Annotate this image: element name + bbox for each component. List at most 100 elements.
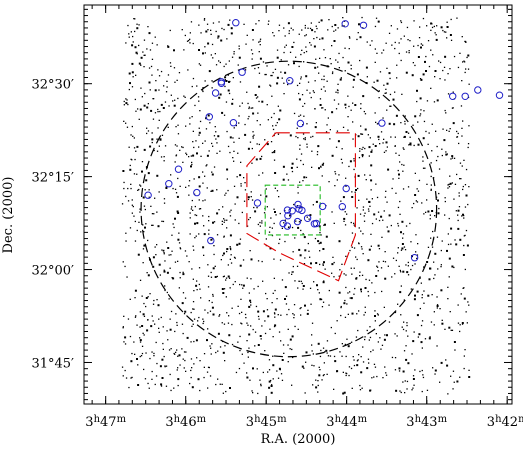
field-star	[271, 234, 274, 237]
field-star	[206, 164, 208, 166]
field-star	[342, 56, 344, 59]
field-star	[257, 315, 260, 318]
field-star	[298, 280, 300, 282]
field-star	[165, 91, 168, 93]
field-star	[322, 107, 324, 109]
field-star	[188, 194, 190, 196]
field-star	[166, 80, 168, 82]
field-star	[405, 225, 408, 227]
field-star	[189, 212, 191, 214]
field-star	[260, 383, 262, 385]
field-star	[155, 341, 157, 344]
field-star	[141, 345, 144, 347]
field-star	[304, 35, 306, 37]
field-star	[321, 379, 323, 381]
field-star	[424, 338, 427, 340]
field-star	[139, 184, 141, 186]
field-star	[257, 310, 260, 313]
field-star	[353, 160, 355, 162]
field-star	[369, 326, 371, 328]
field-star	[156, 211, 158, 213]
field-star	[422, 44, 424, 46]
field-star	[273, 208, 275, 210]
field-star	[427, 246, 430, 248]
field-star	[338, 174, 340, 176]
field-star	[204, 199, 206, 201]
field-star	[304, 249, 307, 252]
field-star	[464, 184, 467, 186]
field-star	[139, 355, 141, 358]
field-star	[305, 361, 307, 363]
field-star	[131, 71, 134, 74]
field-star	[270, 217, 272, 219]
field-star	[386, 82, 389, 85]
field-star	[140, 87, 142, 89]
field-star	[269, 84, 271, 86]
field-star	[412, 387, 414, 389]
field-star	[467, 203, 469, 206]
field-star	[217, 37, 219, 39]
field-star	[382, 117, 384, 119]
field-star	[399, 291, 402, 294]
marked-source	[238, 68, 246, 76]
field-star	[436, 305, 439, 307]
field-star	[276, 190, 279, 192]
field-star	[456, 136, 458, 138]
field-star	[384, 366, 386, 368]
field-star	[270, 379, 272, 382]
field-star	[400, 249, 403, 251]
field-star	[218, 209, 220, 211]
field-star	[368, 210, 370, 212]
field-star	[139, 337, 141, 339]
field-star	[241, 102, 243, 104]
field-star	[122, 170, 125, 172]
field-star	[419, 97, 422, 100]
field-star	[394, 136, 396, 138]
field-star	[447, 298, 449, 300]
x-axis-title: R.A. (2000)	[261, 432, 336, 447]
field-star	[224, 194, 226, 196]
field-star	[464, 349, 466, 351]
field-star	[349, 160, 352, 163]
field-star	[422, 160, 424, 162]
field-star	[264, 320, 266, 322]
field-star	[192, 209, 194, 211]
field-star	[268, 20, 270, 22]
field-star	[458, 142, 460, 145]
field-star	[207, 42, 210, 45]
field-star	[271, 95, 273, 97]
field-star	[342, 208, 344, 210]
field-star	[397, 252, 399, 254]
field-star	[222, 392, 224, 394]
field-star	[273, 277, 275, 279]
field-star	[420, 324, 423, 327]
field-star	[377, 135, 380, 138]
field-star	[375, 275, 378, 277]
field-star	[350, 297, 353, 300]
field-star	[226, 178, 228, 180]
field-star	[316, 151, 319, 153]
field-star	[135, 110, 137, 112]
field-star	[467, 301, 469, 303]
field-star	[202, 322, 204, 325]
field-star	[370, 351, 372, 353]
field-star	[378, 138, 380, 141]
field-star	[306, 143, 308, 145]
field-star	[264, 73, 266, 76]
field-star	[148, 196, 150, 198]
field-star	[196, 152, 198, 155]
field-star	[343, 220, 345, 222]
field-star	[134, 220, 136, 223]
field-star	[143, 302, 145, 305]
field-star	[250, 49, 253, 51]
field-star	[267, 23, 269, 25]
field-star	[400, 231, 402, 234]
field-star	[438, 60, 440, 62]
field-star	[340, 77, 342, 79]
field-star	[316, 27, 318, 30]
field-star	[350, 267, 352, 269]
field-star	[371, 282, 373, 284]
field-star	[412, 340, 415, 343]
field-star	[374, 112, 376, 114]
marked-source	[211, 89, 220, 97]
